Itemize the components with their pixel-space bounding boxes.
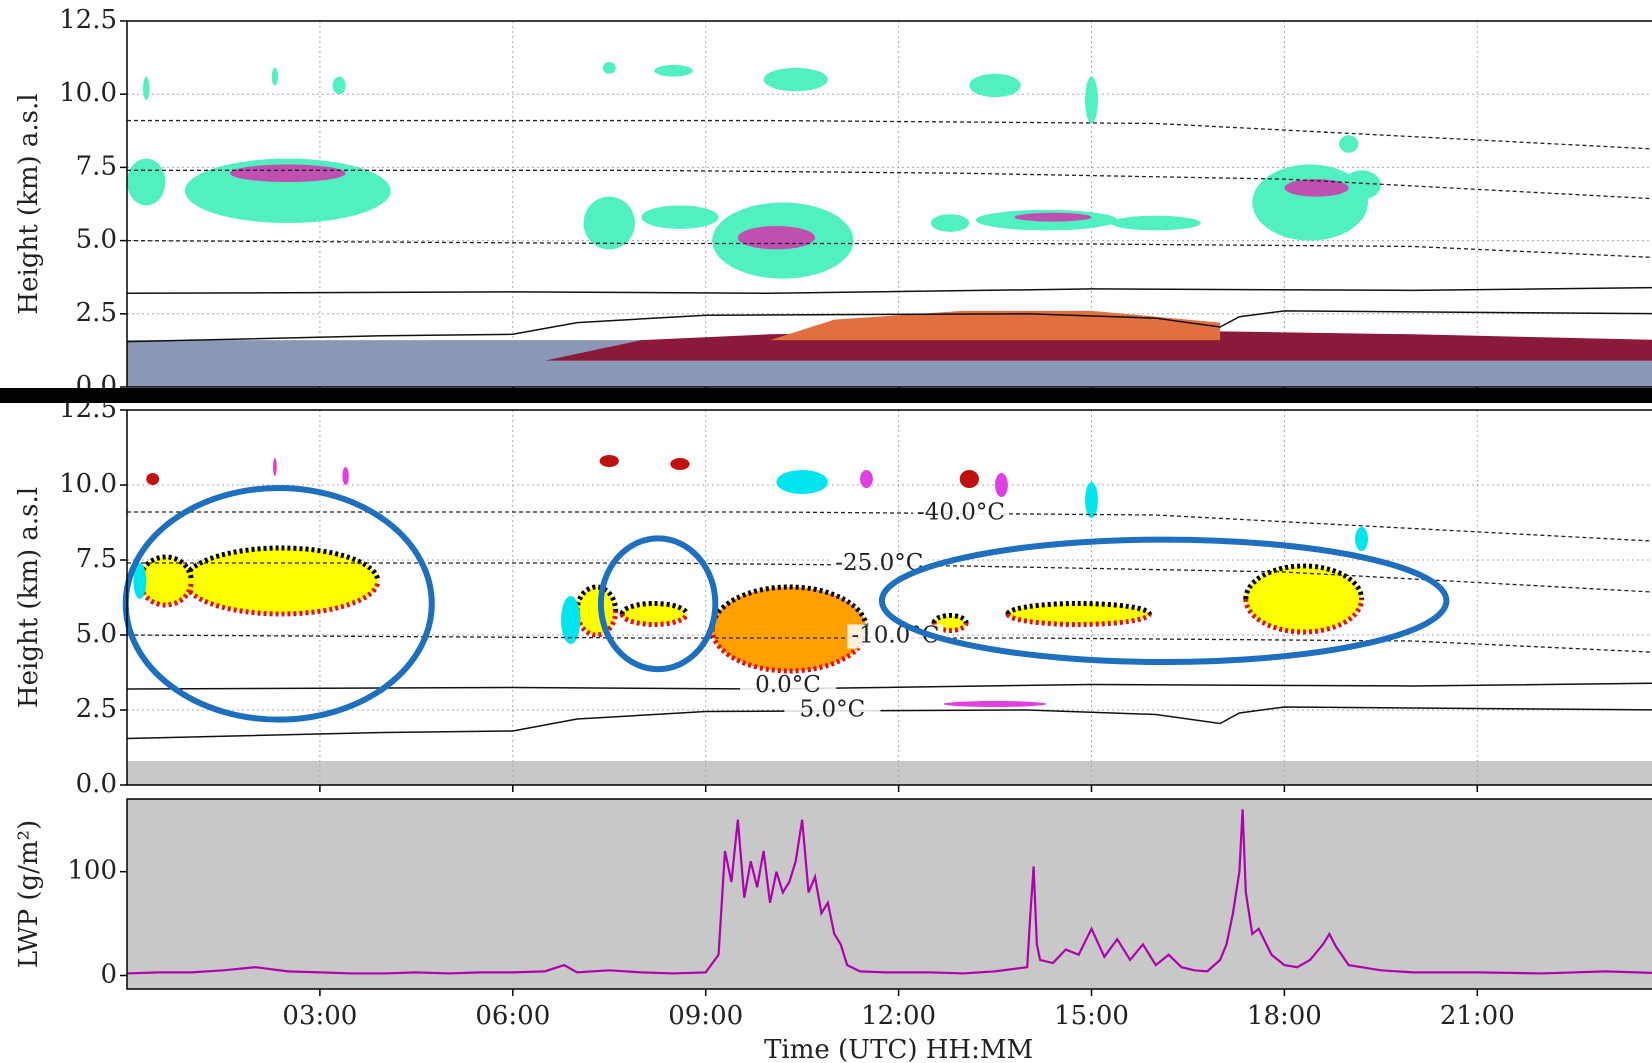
x-tick-label: 06:00 <box>475 1001 550 1031</box>
cloud <box>641 205 718 228</box>
ice-cloud <box>969 74 1020 97</box>
y-tick-label: 7.5 <box>76 544 117 574</box>
panel-separator <box>0 388 1652 403</box>
ice-cloud <box>944 701 1047 707</box>
isotherm <box>127 287 1652 293</box>
figure: 0.0 2.5 5.0 7.5 10.0 12.5 Height (km) a.s.l 0.0… <box>0 0 1652 1063</box>
plot-background <box>127 799 1652 989</box>
ice-cloud <box>561 596 580 644</box>
y-axis-title: LWP (g/m²) <box>14 820 44 968</box>
ice-cloud <box>1339 135 1358 153</box>
x-tick-label: 21:00 <box>1440 1001 1515 1031</box>
ice-cloud <box>603 62 616 74</box>
x-tick-label: 18:00 <box>1247 1001 1322 1031</box>
ice-cloud <box>333 77 346 95</box>
isotherm <box>127 241 1652 259</box>
panel <box>127 799 1652 989</box>
y-tick-label: 12.5 <box>59 5 117 35</box>
ice-cloud <box>1085 77 1098 124</box>
y-tick-label: 100 <box>67 856 117 886</box>
y-tick-label: 10.0 <box>59 469 117 499</box>
ice-cloud <box>143 77 149 100</box>
x-tick-label: 03:00 <box>282 1001 357 1031</box>
cloud-core <box>230 164 346 182</box>
y-tick-label: 5.0 <box>76 619 117 649</box>
ice-cloud <box>273 458 277 476</box>
isotherm-label: -40.0°C <box>917 500 1005 526</box>
y-tick-label: 10.0 <box>59 78 117 108</box>
cloud <box>584 197 635 250</box>
cloud <box>931 214 970 232</box>
cloud <box>1111 216 1201 231</box>
isotherm-label: 0.0°C <box>755 672 821 698</box>
ice-cloud <box>995 473 1008 497</box>
ice-cloud <box>1085 482 1098 518</box>
x-axis-title: Time (UTC) HH:MM <box>764 1035 1033 1063</box>
y-axis-title: Height (km) a.s.l <box>14 487 44 708</box>
ice-cloud <box>1355 527 1368 551</box>
ice-cloud <box>764 68 828 91</box>
x-tick-label: 12:00 <box>861 1001 936 1031</box>
y-tick-label: 2.5 <box>76 298 117 328</box>
y-tick-label: 0 <box>100 960 117 990</box>
y-tick-label: 7.5 <box>76 151 117 181</box>
x-tick-label: 09:00 <box>668 1001 743 1031</box>
cloud-core <box>738 226 815 249</box>
ice-cloud <box>654 65 693 77</box>
panel <box>127 21 1652 387</box>
y-tick-label: 2.5 <box>76 694 117 724</box>
ice-cloud <box>670 458 689 470</box>
x-tick-label: 15:00 <box>1054 1001 1129 1031</box>
ice-cloud <box>960 470 979 488</box>
highlight-ellipse <box>882 540 1447 662</box>
y-axis-title: Height (km) a.s.l <box>14 93 44 314</box>
cloud <box>127 159 166 206</box>
ground <box>127 761 1652 785</box>
isotherm <box>127 121 1652 150</box>
isotherm <box>127 707 1652 739</box>
isotherm <box>127 512 1652 542</box>
ice-cloud <box>272 68 278 86</box>
page: 0.0 2.5 5.0 7.5 10.0 12.5 Height (km) a.s.l 0.0… <box>0 0 1652 1063</box>
panel <box>127 410 1652 785</box>
isotherm-label: 5.0°C <box>800 696 866 722</box>
isotherm <box>127 683 1652 689</box>
ice-cloud <box>342 467 348 485</box>
cloud <box>1342 170 1381 199</box>
ice-cloud <box>146 473 159 485</box>
ice-cloud <box>776 470 827 494</box>
y-tick-label: 0.0 <box>76 769 117 799</box>
ice-cloud <box>860 470 873 488</box>
y-tick-label: 5.0 <box>76 225 117 255</box>
cloud-core <box>1014 213 1091 222</box>
ice-cloud <box>600 455 619 467</box>
